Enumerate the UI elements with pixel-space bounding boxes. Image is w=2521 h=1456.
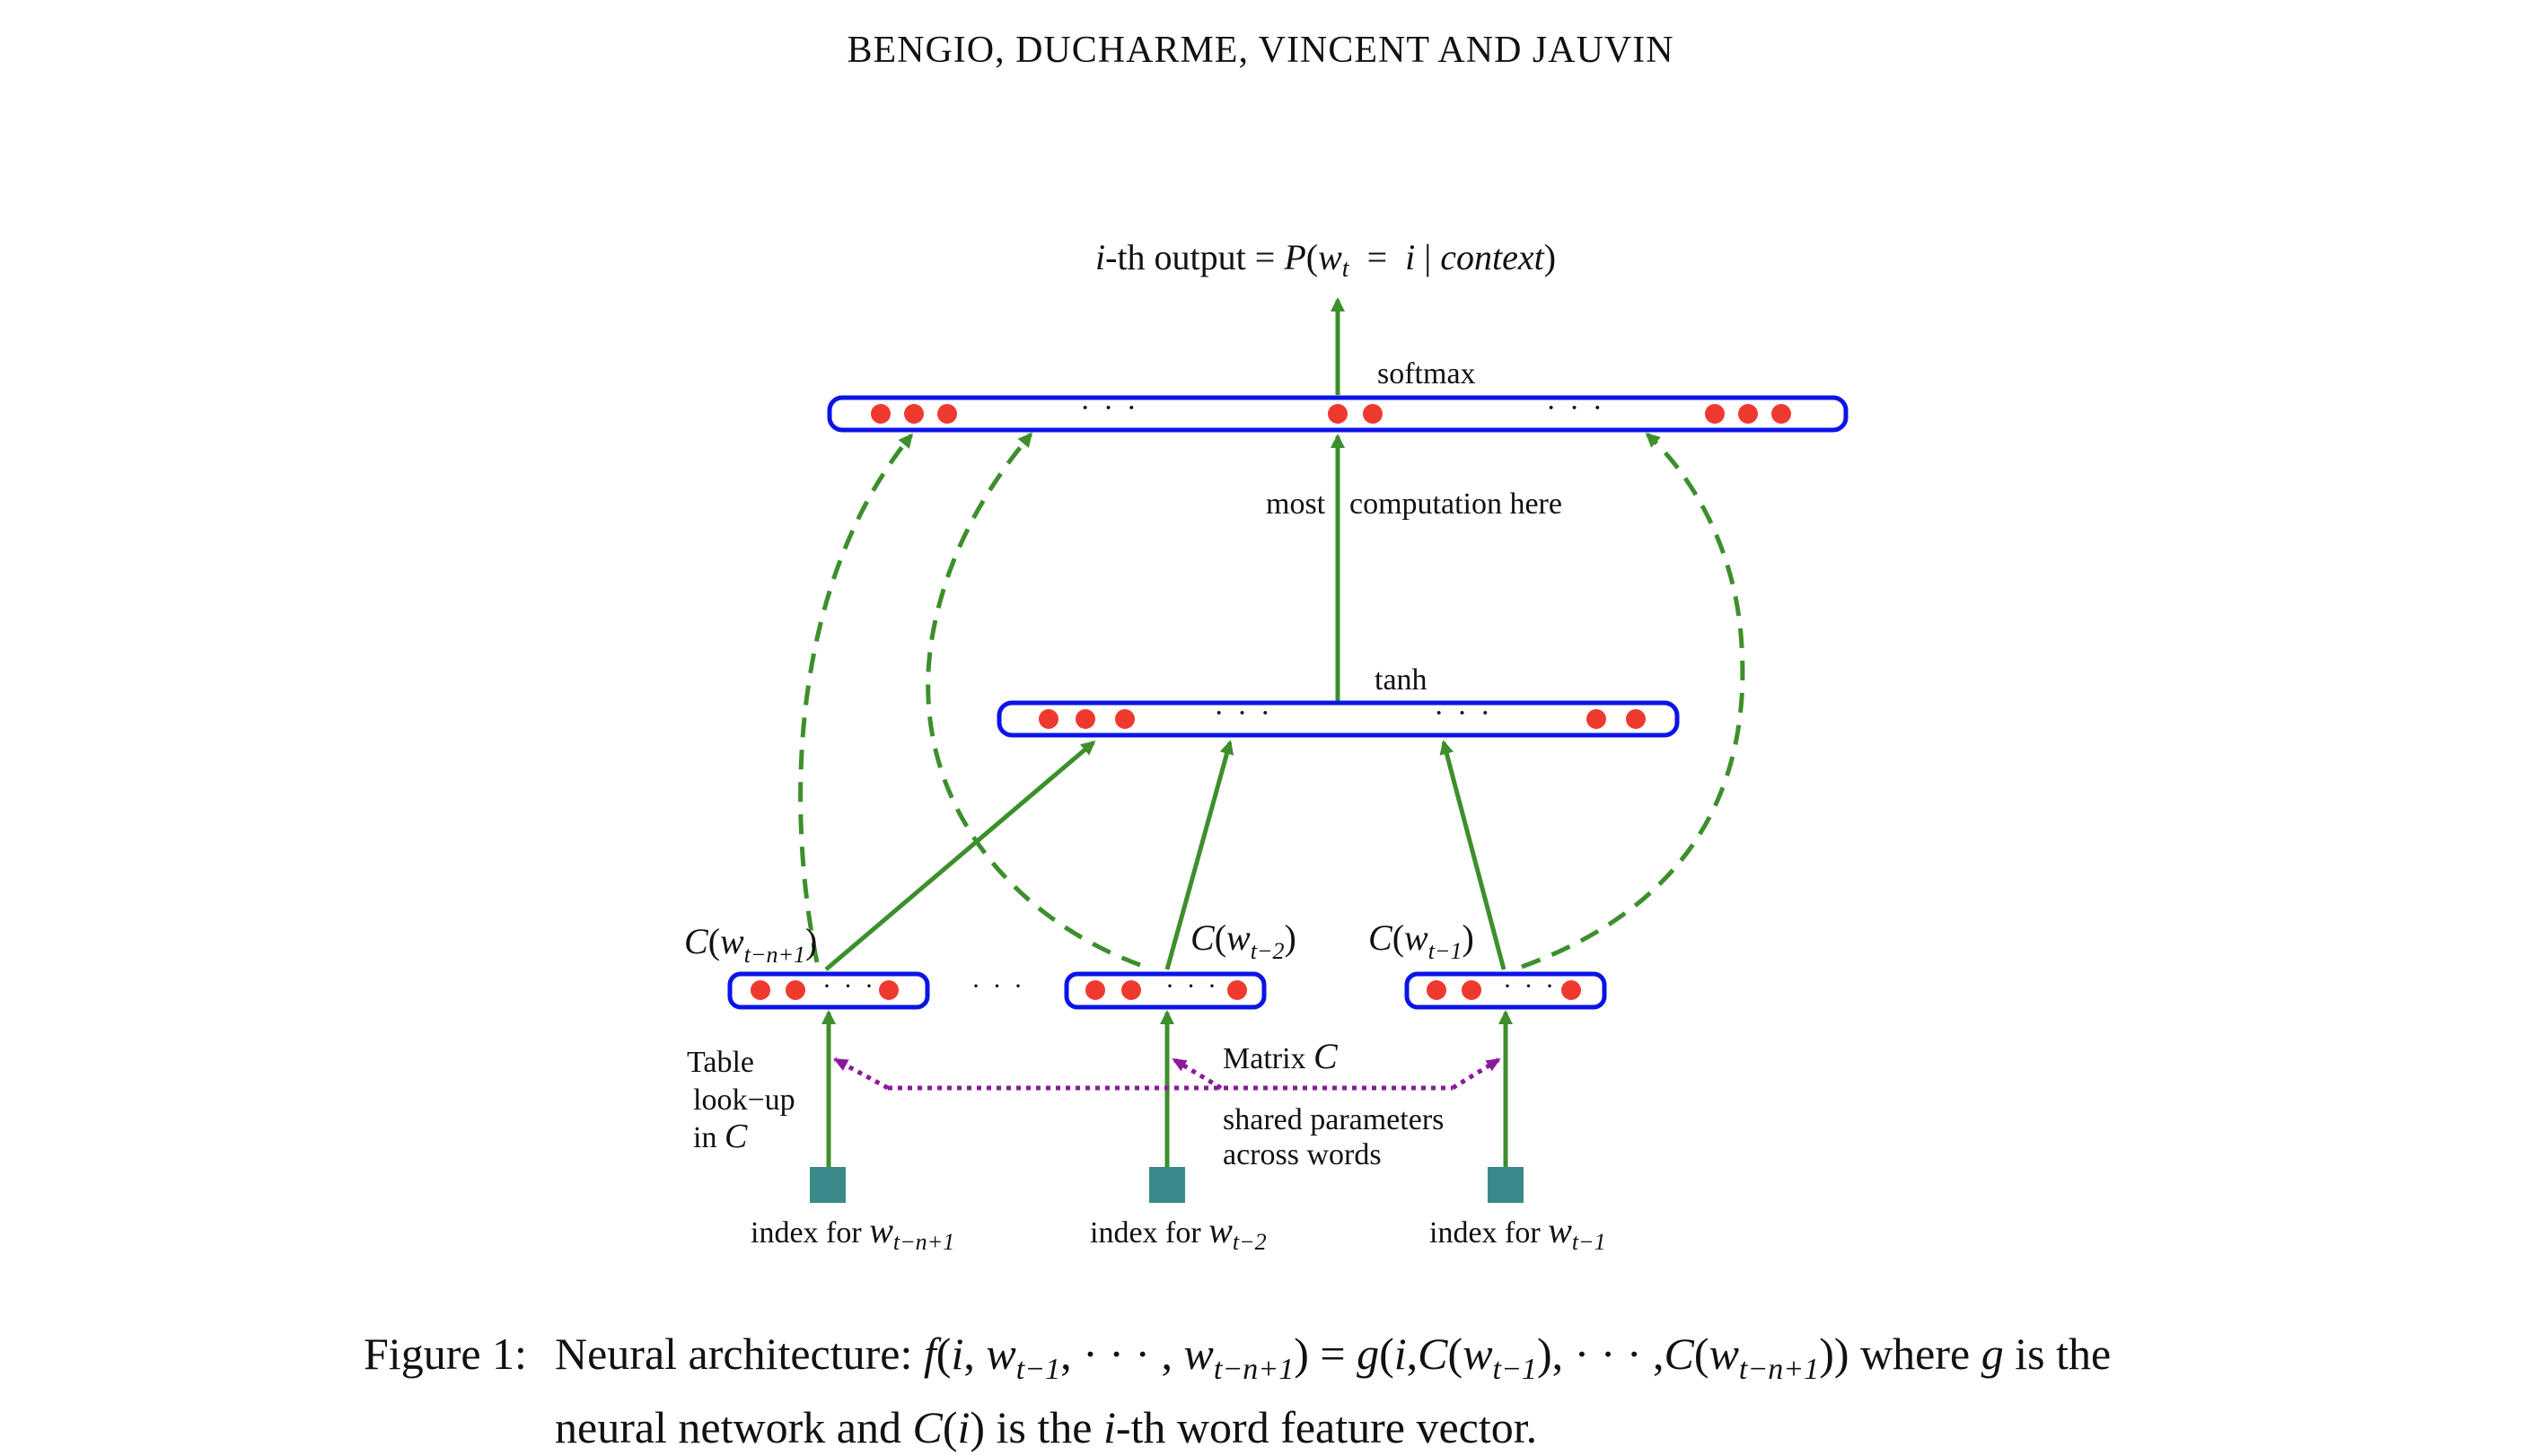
neuron [1363, 404, 1383, 424]
output-label: i-th output = P(wt = i | context) [1095, 237, 1556, 283]
index-square-3 [1488, 1167, 1524, 1203]
neuron [1738, 404, 1758, 424]
softmax-neurons [871, 404, 1791, 424]
neuron [1085, 980, 1105, 1000]
shared-arrow-left [833, 1057, 890, 1091]
neuron [937, 404, 957, 424]
softmax-label: softmax [1377, 357, 1476, 390]
embedding-1-neurons [751, 980, 899, 1000]
embedding-label-1: C(wt−n+1) [684, 921, 817, 968]
matrix-c-label: Matrix C [1223, 1036, 1339, 1076]
neuron [1427, 980, 1446, 1000]
neuron [1771, 404, 1791, 424]
neuron [786, 980, 805, 1000]
neuron [871, 404, 891, 424]
shared-arrow-right [1451, 1057, 1501, 1091]
neuron [1115, 709, 1135, 729]
direct-connection-dashed-2 [926, 432, 1141, 968]
figure-caption: Figure 1: Neural architecture: f(i, wt−1,… [364, 1325, 2213, 1456]
index-square-1 [810, 1167, 846, 1203]
table-lookup-line2: look−up [693, 1083, 795, 1117]
embedding-1-ellipsis: · · · [822, 971, 876, 1001]
neuron [1705, 404, 1725, 424]
caption-line-1: Figure 1: Neural architecture: f(i, wt−1,… [364, 1325, 2213, 1399]
index-label-2: index for wt−2 [1090, 1210, 1267, 1255]
caption-label: Figure 1: [364, 1329, 527, 1379]
tanh-ellipsis-left: · · · [1214, 697, 1273, 730]
embedding-3-ellipsis: · · · [1503, 971, 1557, 1001]
direct-connection-dashed-1 [798, 433, 913, 963]
running-header: BENGIO, DUCHARME, VINCENT AND JAUVIN [847, 30, 1674, 71]
embedding-box-3 [1404, 971, 1607, 1010]
neuron [1039, 709, 1058, 729]
embedding-box-2 [1064, 971, 1267, 1010]
neuron [751, 980, 770, 1000]
embedding-2-neurons [1085, 980, 1247, 1000]
index-square-2 [1149, 1167, 1185, 1203]
tanh-ellipsis-right: · · · [1434, 697, 1493, 730]
softmax-layer-box [827, 395, 1849, 433]
embedding-label-2: C(wt−2) [1190, 917, 1296, 964]
shared-parameters-line1: shared parameters [1223, 1103, 1444, 1136]
embedding-box-1 [727, 971, 930, 1010]
embedding2-to-hidden-arrow [1164, 740, 1234, 970]
neuron [1328, 404, 1348, 424]
embedding-3-neurons [1427, 980, 1581, 1000]
neuron [879, 980, 899, 1000]
computation-label: computation here [1349, 487, 1562, 521]
neuron [904, 404, 924, 424]
neuron [1076, 709, 1095, 729]
direct-connection-dashed-3 [1521, 432, 1745, 969]
neuron [1626, 709, 1646, 729]
embedding1-to-hidden-arrow [824, 741, 1096, 971]
shared-parameters-line2: across words [1223, 1138, 1382, 1171]
softmax-ellipsis-left: · · · [1080, 391, 1139, 425]
tanh-neurons [1039, 709, 1646, 729]
index-label-3: index for wt−1 [1429, 1210, 1606, 1255]
table-lookup-line1: Table [687, 1046, 754, 1079]
softmax-ellipsis-right: · · · [1546, 391, 1605, 425]
index-label-1: index for wt−n+1 [751, 1210, 954, 1255]
neuron [1586, 709, 1606, 729]
neuron [1462, 980, 1481, 1000]
tanh-layer-box [997, 700, 1680, 738]
neuron [1561, 980, 1581, 1000]
embedding-2-ellipsis: · · · [1165, 971, 1219, 1001]
shared-arrow-middle [1172, 1057, 1223, 1091]
neuron [1227, 980, 1247, 1000]
between-embeddings-ellipsis: · · · [971, 971, 1025, 1001]
table-lookup-line3: in C [693, 1118, 748, 1155]
caption-line-2: neural network and C(i) is the i-th word… [555, 1402, 1538, 1452]
tanh-label: tanh [1375, 663, 1427, 697]
embedding3-to-hidden-arrow [1439, 740, 1506, 970]
most-label: most [1266, 487, 1326, 521]
embedding-label-3: C(wt−1) [1368, 917, 1474, 964]
neuron [1121, 980, 1141, 1000]
